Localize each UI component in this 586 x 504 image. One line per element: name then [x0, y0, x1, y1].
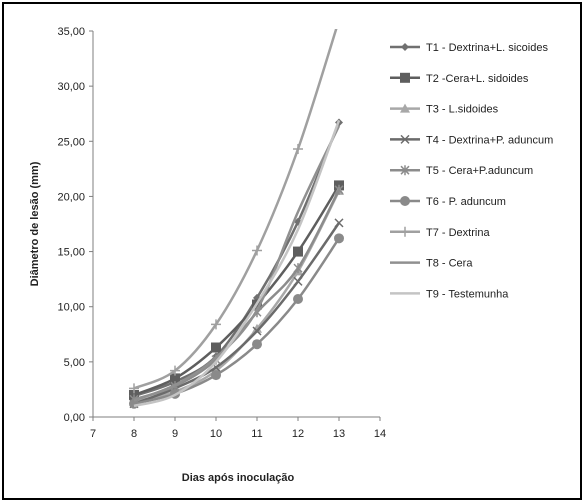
data-point — [252, 326, 262, 336]
legend-label: T9 - Testemunha — [426, 288, 509, 300]
legend-marker — [400, 134, 410, 144]
legend-marker — [401, 43, 409, 51]
legend-item: T1 - Dextrina+L. sicoides — [390, 42, 548, 54]
data-point — [252, 245, 262, 256]
legend-label: T5 - Cera+P.aduncum — [426, 165, 533, 177]
legend-label: T6 - P. aduncum — [426, 196, 506, 208]
legend-item: T6 - P. aduncum — [390, 196, 506, 208]
series-line — [133, 119, 341, 408]
x-axis-title: Dias após inoculação — [182, 472, 295, 484]
legend-item: T4 - Dextrina+P. aduncum — [390, 134, 553, 146]
y-axis-ticks: 0,00 5,00 10,00 15,00 20,00 25,00 30,00 35,00 — [57, 26, 93, 424]
data-point — [170, 373, 180, 384]
data-point — [293, 144, 303, 155]
data-point — [252, 323, 262, 333]
y-tick-label: 15,00 — [57, 247, 85, 259]
legend-label: T3 - L.sidoides — [426, 104, 499, 116]
x-tick-label: 10 — [210, 428, 222, 440]
data-point — [334, 233, 344, 244]
series-3 — [129, 185, 344, 406]
series-line — [133, 189, 341, 401]
series-line — [133, 237, 341, 405]
axes — [92, 31, 380, 418]
legend-label: T8 - Cera — [426, 258, 473, 270]
legend-item: T8 - Cera — [390, 258, 473, 270]
data-point — [293, 246, 303, 257]
y-tick-label: 5,00 — [64, 357, 85, 369]
series-line — [133, 190, 341, 403]
series-7 — [129, 15, 344, 394]
y-tick-label: 10,00 — [57, 302, 85, 314]
x-tick-label: 8 — [131, 428, 137, 440]
y-tick-label: 0,00 — [64, 412, 85, 424]
legend-item: T2 -Cera+L. sidoides — [390, 72, 529, 85]
y-tick-label: 20,00 — [57, 191, 85, 203]
x-axis-ticks: 7 8 9 10 11 12 13 14 — [90, 417, 386, 440]
x-tick-label: 7 — [90, 428, 96, 440]
x-tick-label: 12 — [292, 428, 304, 440]
legend-item: T5 - Cera+P.aduncum — [390, 165, 533, 177]
series-1 — [130, 118, 343, 401]
data-point — [334, 218, 344, 228]
legend-label: T2 -Cera+L. sidoides — [426, 73, 529, 85]
legend-item: T9 - Testemunha — [390, 288, 509, 300]
data-point — [293, 276, 303, 286]
legend-marker — [400, 103, 410, 113]
data-point — [293, 293, 303, 304]
legend-marker — [400, 165, 410, 176]
y-axis-title: Diâmetro de lesão (mm) — [29, 161, 41, 286]
y-tick-label: 35,00 — [57, 26, 85, 38]
series-8 — [133, 125, 341, 402]
data-point — [129, 383, 139, 394]
legend-item: T7 - Dextrina — [390, 226, 490, 239]
series-6 — [129, 233, 344, 409]
legend-item: T3 - L.sidoides — [390, 103, 499, 116]
y-tick-label: 30,00 — [57, 81, 85, 93]
legend-marker — [400, 72, 410, 83]
x-tick-label: 11 — [251, 428, 262, 440]
data-point — [293, 263, 303, 274]
data-point — [211, 342, 221, 353]
legend-label: T1 - Dextrina+L. sicoides — [426, 42, 548, 54]
series-layer — [129, 15, 344, 409]
series-line — [133, 122, 341, 398]
legend-label: T4 - Dextrina+P. aduncum — [426, 134, 553, 146]
x-tick-label: 13 — [333, 428, 345, 440]
legend: T1 - Dextrina+L. sicoides T2 -Cera+L. sid… — [390, 42, 553, 300]
legend-marker — [400, 226, 410, 237]
series-9 — [133, 119, 341, 408]
data-point — [170, 365, 180, 376]
data-point — [334, 15, 344, 25]
x-tick-label: 14 — [374, 428, 386, 440]
data-point — [211, 319, 221, 330]
legend-label: T7 - Dextrina — [426, 227, 490, 239]
legend-marker — [400, 196, 410, 206]
data-point — [334, 184, 344, 195]
x-tick-label: 9 — [172, 428, 178, 440]
data-point — [252, 339, 262, 350]
data-point — [211, 370, 221, 381]
series-line — [133, 125, 341, 402]
series-5 — [129, 184, 344, 405]
y-tick-label: 25,00 — [57, 136, 85, 148]
